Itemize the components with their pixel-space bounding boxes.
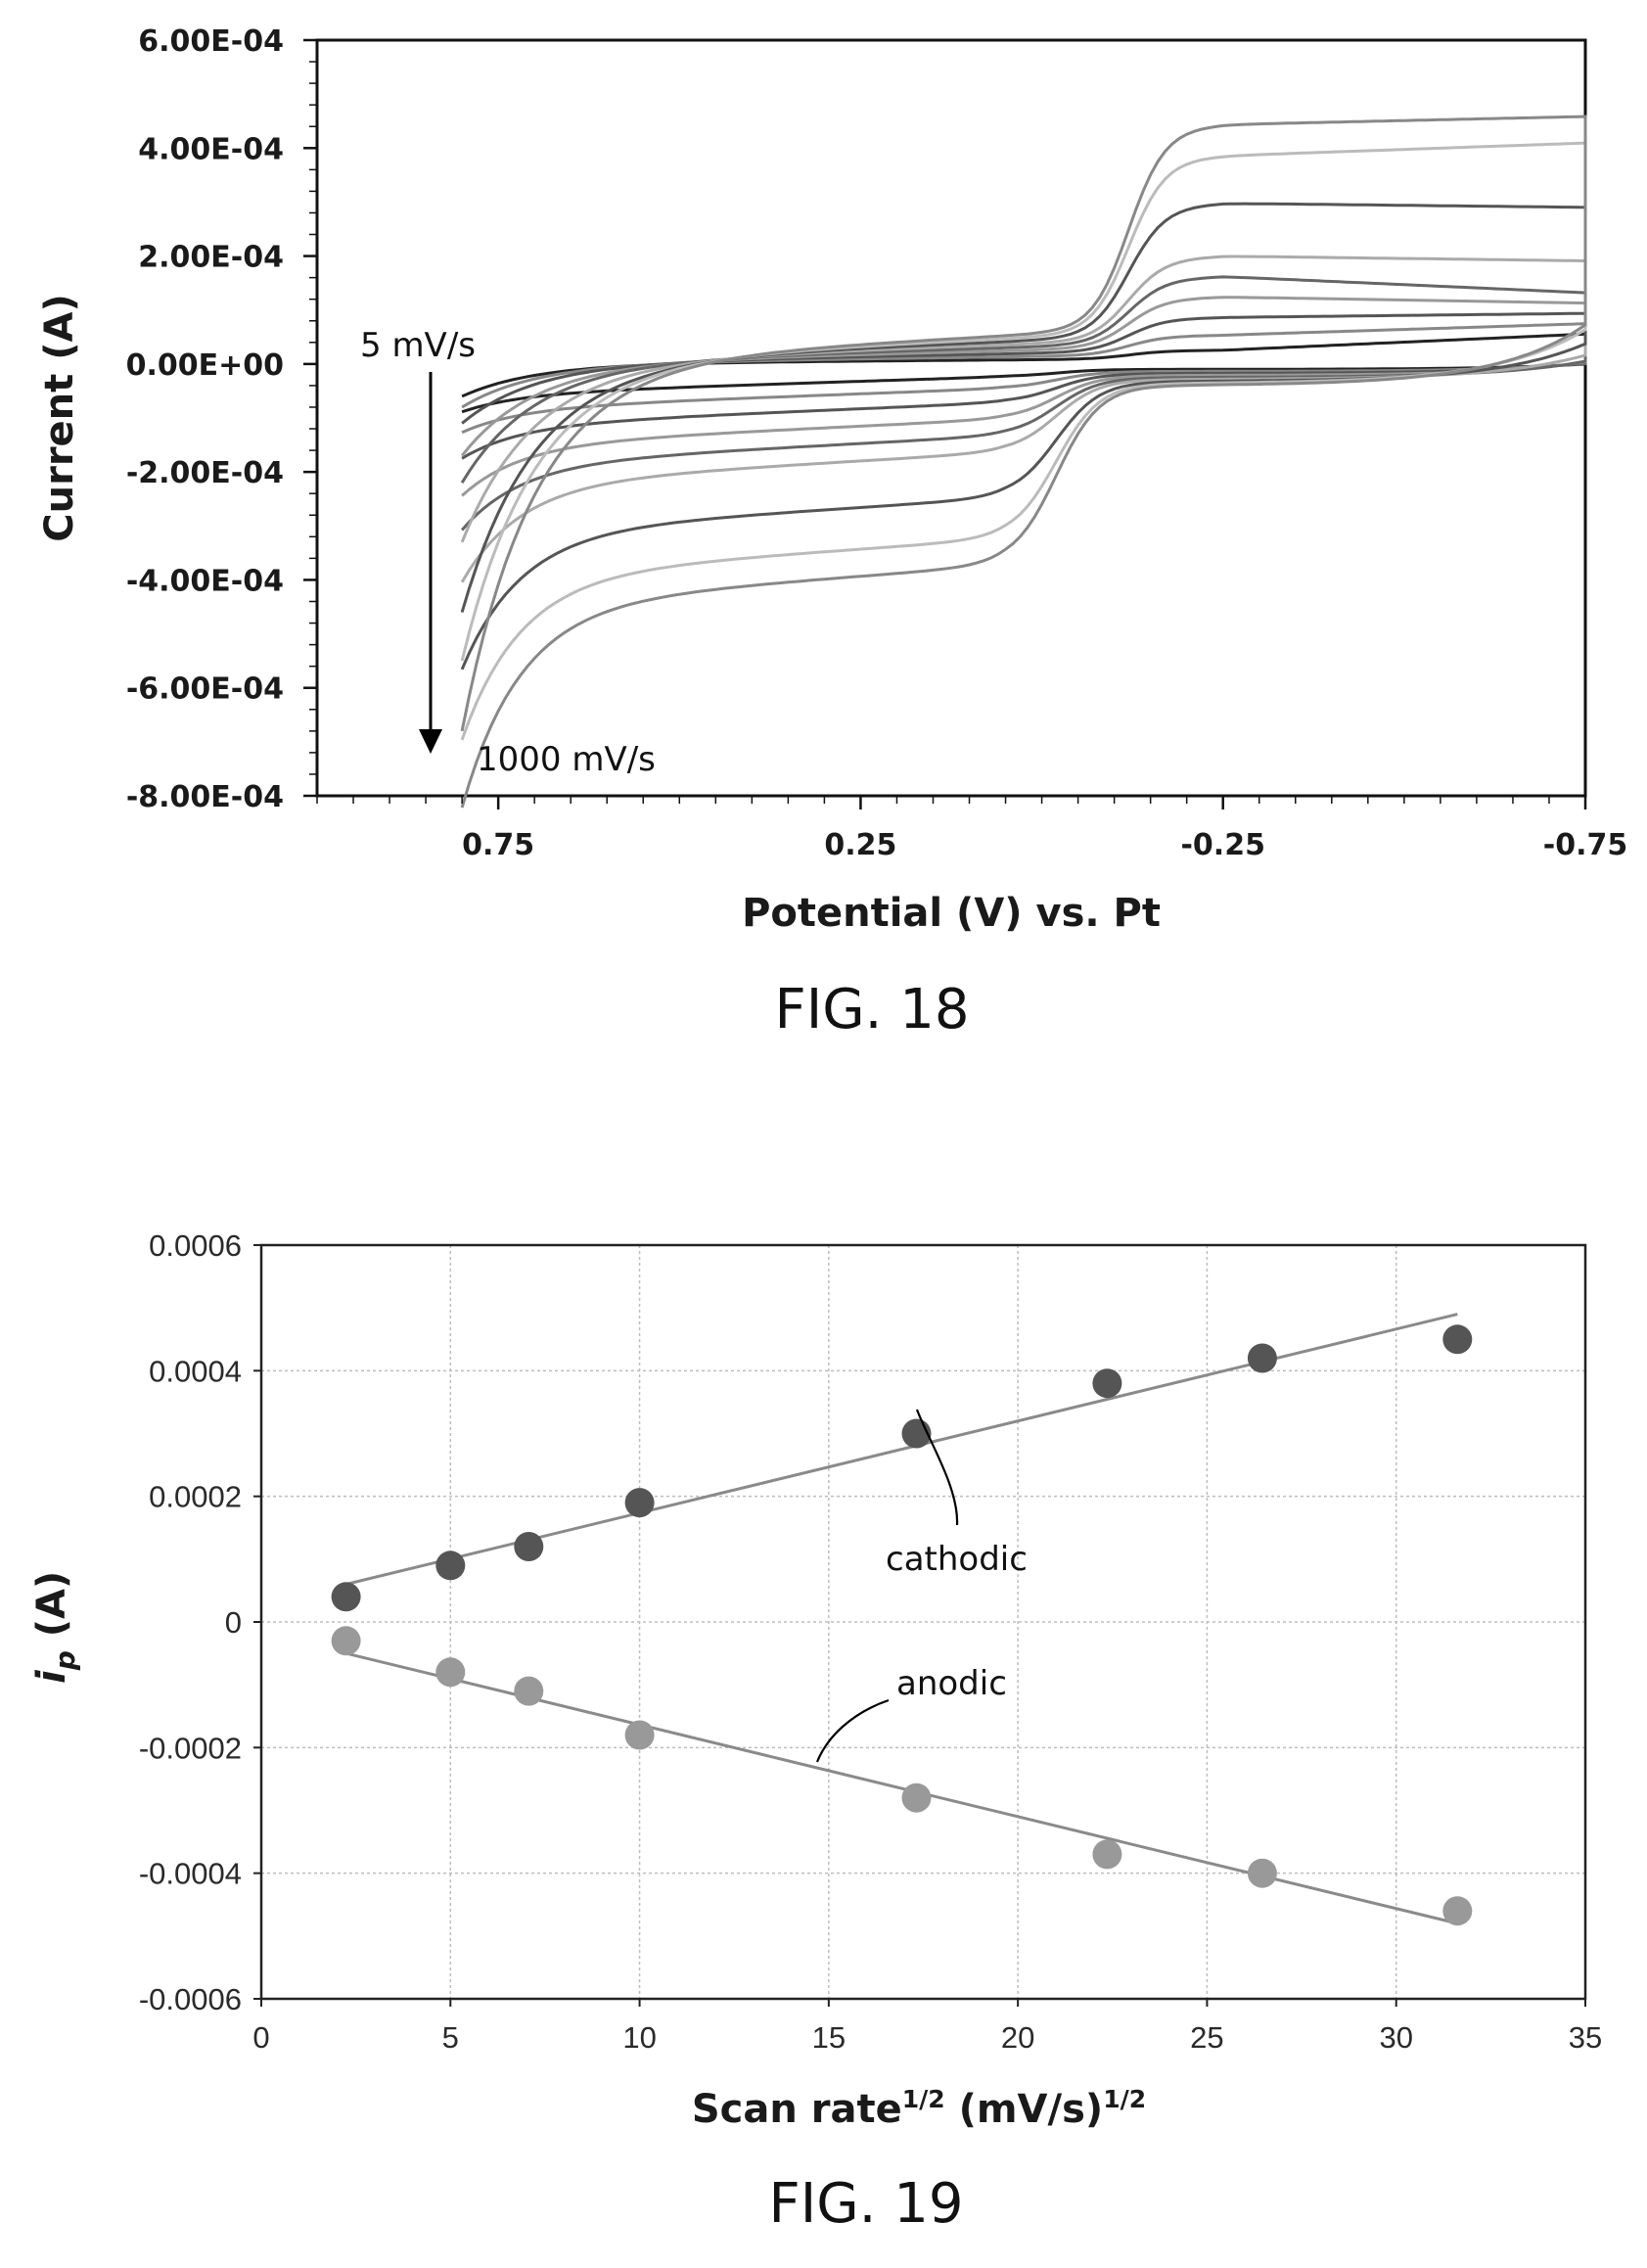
fig19-y-tick-label: -0.0004: [139, 1857, 242, 1891]
fig19-plot-frame: [259, 1243, 1587, 2001]
fig18-cv-trace: [460, 202, 1587, 671]
fig19-x-axis-label: Scan rate1/2 (mV/s)1/2: [692, 2085, 1146, 2132]
fig18-annotation-1000mvs: 1000 mV/s: [477, 740, 656, 779]
fig19-gridlines: [260, 1244, 1586, 2000]
fig19-y-tick-label: -0.0006: [139, 1982, 242, 2016]
fig19-peak-current-plot: 0.0006 0.0004 0.0002 0 -0.0002 -0.0004 -0.0006…: [29, 1228, 1602, 2236]
fig18-y-tick-label: -6.00E-04: [126, 672, 284, 707]
fig19-cathodic-point: [1092, 1368, 1122, 1399]
fig19-anodic-point: [514, 1676, 544, 1706]
fig18-x-tick-label: -0.75: [1543, 828, 1627, 862]
fig18-cv-trace: [460, 141, 1587, 741]
fig18-y-tick-label: 0.00E+00: [126, 348, 284, 383]
fig18-x-tick-label: 0.75: [462, 828, 534, 862]
fig19-cathodic-point: [514, 1532, 544, 1561]
fig19-cathodic-point: [1247, 1343, 1277, 1373]
fig19-anodic-point: [1092, 1839, 1122, 1870]
fig19-caption: FIG. 19: [769, 2172, 964, 2236]
fig18-cyclic-voltammogram: 6.00E-04 4.00E-04 2.00E-04 0.00E+00 -2.00E-0…: [37, 24, 1627, 1041]
fig18-y-axis-label: Current (A): [37, 294, 82, 541]
fig19-y-tick-label: 0.0004: [149, 1354, 242, 1388]
fig19-x-tick-label: 10: [622, 2020, 656, 2055]
fig18-x-axis-ticks: 0.75 0.25 -0.25 -0.75: [316, 796, 1627, 862]
fig19-x-axis-ticks: 0 5 10 15 20 25 30 35: [252, 1999, 1602, 2055]
fig19-data-points: [331, 1324, 1473, 1926]
fig19-cathodic-leader: [915, 1409, 959, 1526]
fig19-y-axis-label: ip (A): [29, 1571, 81, 1684]
fig19-x-tick-label: 0: [252, 2020, 269, 2055]
fig19-x-tick-label: 35: [1569, 2020, 1602, 2055]
fig18-y-axis-ticks: 6.00E-04 4.00E-04 2.00E-04 0.00E+00 -2.00E-0…: [126, 24, 317, 814]
fig19-anodic-point: [624, 1720, 655, 1750]
fig18-cv-trace: [460, 115, 1587, 809]
fig18-x-tick-label: 0.25: [824, 828, 896, 862]
fig19-anodic-point: [1442, 1896, 1473, 1926]
fig18-y-tick-label: -8.00E-04: [126, 780, 284, 814]
fig18-curves: [460, 115, 1587, 809]
fig18-x-axis-label: Potential (V) vs. Pt: [742, 891, 1161, 936]
fig19-x-tick-label: 25: [1190, 2020, 1223, 2055]
fig19-x-tick-label: 15: [812, 2020, 846, 2055]
fig18-y-tick-label: 6.00E-04: [138, 24, 284, 59]
fig19-anodic-point: [901, 1782, 932, 1813]
fig19-anodic-leader: [815, 1698, 890, 1763]
fig19-x-tick-label: 20: [1001, 2020, 1034, 2055]
fig19-x-tick-label: 5: [442, 2020, 459, 2055]
fig18-y-tick-label: -4.00E-04: [126, 564, 284, 598]
fig19-y-tick-label: 0.0002: [149, 1480, 242, 1514]
fig19-cathodic-point: [331, 1582, 361, 1612]
fig19-label-anodic: anodic: [896, 1664, 1007, 1703]
fig19-anodic-point: [1247, 1858, 1277, 1888]
fig18-y-tick-label: 2.00E-04: [138, 241, 284, 275]
fig19-y-tick-label: 0.0006: [149, 1228, 242, 1263]
fig19-y-axis-ticks: 0.0006 0.0004 0.0002 0 -0.0002 -0.0004 -0.0006: [139, 1228, 261, 2016]
fig19-y-tick-label: -0.0002: [139, 1731, 242, 1765]
fig19-y-tick-label: 0: [225, 1605, 242, 1640]
fig18-y-tick-label: 4.00E-04: [138, 132, 284, 166]
fig19-trend-lines: [345, 1313, 1458, 1925]
fig19-cathodic-point: [1442, 1324, 1473, 1355]
fig18-y-tick-label: -2.00E-04: [126, 456, 284, 490]
fig19-label-cathodic: cathodic: [886, 1540, 1028, 1579]
fig19-cathodic-point: [624, 1488, 655, 1518]
fig19-anodic-point: [331, 1626, 361, 1656]
fig18-x-tick-label: -0.25: [1180, 828, 1264, 862]
fig18-arrow-head: [419, 729, 442, 754]
fig18-annotation-5mvs: 5 mV/s: [360, 326, 476, 365]
fig18-plot-frame: [315, 38, 1587, 798]
fig19-anodic-point: [435, 1657, 466, 1688]
fig19-cathodic-point: [435, 1551, 466, 1581]
fig19-x-tick-label: 30: [1379, 2020, 1412, 2055]
fig18-caption: FIG. 18: [775, 978, 970, 1041]
